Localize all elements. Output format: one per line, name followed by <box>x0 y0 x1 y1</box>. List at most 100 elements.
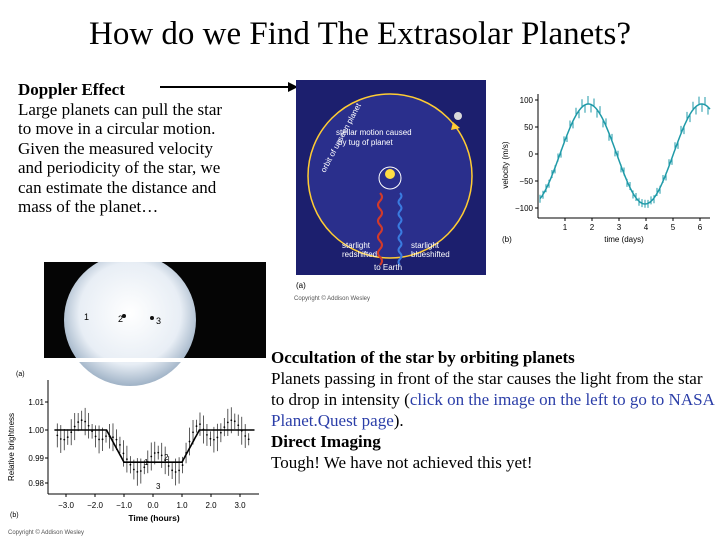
doppler-line: can estimate the distance and <box>18 177 217 197</box>
transit-point-dot <box>178 469 181 472</box>
transit-point-dot <box>192 431 194 434</box>
transit-point-dot <box>171 469 174 472</box>
transit-point-dot <box>206 434 208 436</box>
transit-point-dot <box>167 465 170 467</box>
transit-point-dot <box>139 470 142 472</box>
orbit-figure[interactable]: orbit of unseen planet stellar motion ca… <box>290 78 490 303</box>
velocity-ylabel: velocity (m/s) <box>501 141 510 188</box>
transit-point-dot <box>244 435 247 437</box>
velocity-xtick-label: 2 <box>590 223 595 232</box>
transit-point-dot <box>160 454 163 457</box>
blueshift-wave <box>397 192 403 266</box>
curve-label: 3 <box>156 482 161 491</box>
doppler-heading: Doppler Effect <box>18 80 125 99</box>
slide-title: How do we Find The Extrasolar Planets? <box>89 16 631 52</box>
transit-point-dot <box>195 425 198 428</box>
velocity-xtick-label: 1 <box>563 223 568 232</box>
transit-xtick-label: 0.0 <box>147 501 159 510</box>
motion-label-2: by tug of planet <box>338 138 393 147</box>
transit-point-dot <box>77 421 80 423</box>
transit-point-dot <box>129 463 132 466</box>
transit-image-panel-label: (a) <box>16 371 25 378</box>
transit-point-dot <box>209 437 212 440</box>
occultation-text-end: ). <box>393 411 404 430</box>
velocity-chart: velocity (m/s) 100 50 0 −50 −100 1 2 3 4 5 6 time… <box>501 94 711 244</box>
planet-dot <box>454 112 462 120</box>
doppler-line: to move in a circular motion. <box>18 119 216 138</box>
transit-point-dot <box>226 421 229 424</box>
position-label: 2 <box>118 314 123 324</box>
transit-copyright: Copyright © Addison Wesley <box>8 529 84 536</box>
transit-point-dot <box>115 438 118 441</box>
velocity-xtick-label: 4 <box>644 223 649 232</box>
redshift-wave <box>377 192 383 266</box>
transit-point-dot <box>122 452 125 455</box>
motion-label-1: stellar motion caused <box>336 128 412 137</box>
transit-point-dot <box>174 471 177 473</box>
transit-point-dot <box>91 430 93 433</box>
transit-xlabel: Time (hours) <box>128 513 179 523</box>
doppler-line: Given the measured velocity <box>18 138 213 158</box>
occultation-heading: Occultation of the star by orbiting plan… <box>271 348 575 367</box>
star-icon <box>385 169 395 179</box>
transit-chart-panel-label: (b) <box>10 512 19 519</box>
transit-point-dot <box>199 423 201 426</box>
transit-point-dot <box>230 419 233 422</box>
transit-point-dot <box>157 451 160 454</box>
transit-point-dot <box>216 436 219 439</box>
transit-point-dot <box>56 434 59 437</box>
transit-point-dot <box>223 426 226 428</box>
doppler-section: Doppler Effect Large planets can pull th… <box>18 80 288 217</box>
transit-point-dot <box>101 438 104 441</box>
earth-label: to Earth <box>374 263 402 272</box>
red-label-1: starlight <box>342 241 371 250</box>
transit-point-dot <box>136 471 139 473</box>
transit-point-dot <box>119 444 121 446</box>
curve-label: 2 <box>164 453 169 462</box>
nasa-planetquest-link[interactable]: click on the image on the left to go to … <box>271 390 714 430</box>
transit-point-dot <box>132 468 135 471</box>
velocity-ytick-label: −50 <box>519 177 533 186</box>
transit-point-dot <box>188 440 191 443</box>
transit-point-dot <box>84 420 87 423</box>
orbit-panel-label: (a) <box>296 281 306 290</box>
velocity-xlabel: time (days) <box>604 235 644 244</box>
red-label-2: redshifted <box>342 250 377 259</box>
transit-point-dot <box>237 424 240 427</box>
doppler-line: mass of the planet… <box>18 197 159 216</box>
transit-point-dot <box>112 436 114 439</box>
stellar-motion-circle <box>378 166 402 190</box>
transit-point-dot <box>153 452 156 454</box>
transit-point-dot <box>73 425 76 428</box>
transit-xtick-label: 2.0 <box>205 501 217 510</box>
orbit-copyright: Copyright © Addison Wesley <box>294 295 370 302</box>
transit-point-dot <box>233 420 236 423</box>
velocity-xtick-label: 5 <box>671 223 676 232</box>
transit-xtick-label: −2.0 <box>87 501 103 510</box>
transit-point-dot <box>164 459 167 462</box>
transit-ytick-label: 0.99 <box>28 454 44 463</box>
velocity-ytick-label: 0 <box>529 150 534 159</box>
occultation-section: Occultation of the star by orbiting plan… <box>271 347 716 473</box>
transit-point-dot <box>59 438 62 440</box>
transit-figure[interactable]: 1 2 3 (a) Relative brightness 1.011.000.… <box>4 262 266 540</box>
velocity-ytick-label: 50 <box>524 123 533 132</box>
velocity-ytick-label: −100 <box>515 204 534 213</box>
transit-point-dot <box>219 431 222 434</box>
transit-curve <box>54 429 255 463</box>
transit-point-dot <box>80 419 83 422</box>
planet-position <box>122 314 126 318</box>
orbit-direction-arrow <box>451 122 460 130</box>
direct-imaging-text: Tough! We have not achieved this yet! <box>271 453 533 472</box>
transit-point-dot <box>181 464 184 466</box>
pointer-arrow <box>160 82 298 92</box>
doppler-line: and periodicity of the star, we <box>18 158 221 177</box>
direct-imaging-heading: Direct Imaging <box>271 432 381 451</box>
transit-point-dot <box>70 431 73 434</box>
transit-ytick-label: 1.00 <box>28 426 44 435</box>
velocity-panel-label: (b) <box>502 235 512 244</box>
transit-point-dot <box>94 435 97 438</box>
blue-label-1: starlight <box>411 241 440 250</box>
velocity-ytick-label: 100 <box>520 96 534 105</box>
velocity-xtick-label: 3 <box>617 223 622 232</box>
